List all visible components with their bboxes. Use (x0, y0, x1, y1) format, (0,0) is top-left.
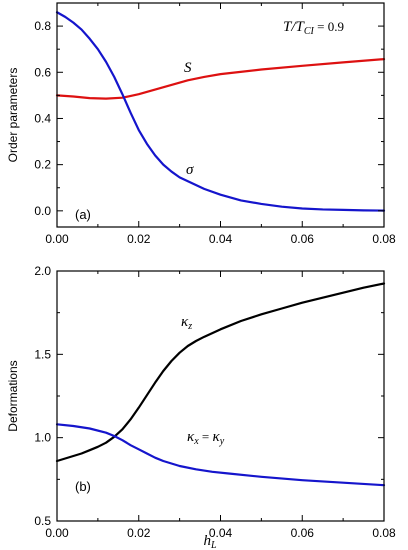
panel-b-y-tick-label-2: 1.5 (34, 347, 51, 361)
panel-a-y-tick-label-0: 0.0 (34, 204, 51, 218)
series-label-S: S (184, 60, 192, 76)
x-axis-label-main: h (203, 533, 211, 549)
panel-b-y-tick-label-3: 2.0 (34, 264, 51, 278)
series-label-kappa-z: κz (181, 314, 192, 332)
panel-a-ticks: 0.00 0.02 0.04 0.06 0.08 0.0 0.2 0.4 0.6 0.8 (34, 2, 396, 246)
panel-a-series-line-1 (55, 11, 386, 212)
panel-a-y-tick-label-4: 0.8 (34, 19, 51, 33)
panel-b-ticks: 0.00 0.02 0.04 0.06 0.08 0.5 1.0 1.5 2.0 (34, 264, 396, 540)
temperature-ratio-subscript: CI (304, 26, 315, 37)
panel-a-y-tick-label-3: 0.6 (34, 65, 51, 79)
kappa-y-main: κ (213, 429, 221, 445)
panel-a-curves (55, 11, 386, 212)
series-label-sigma: σ (186, 162, 194, 178)
panel-a-series-line-0 (55, 58, 386, 100)
kappa-y-subscript: y (219, 436, 225, 447)
panel-a-x-tick-label-4: 0.08 (372, 232, 396, 246)
panel-b-x-tick-label-0: 0.00 (45, 526, 69, 540)
panel-a-x-tick-label-2: 0.04 (209, 232, 233, 246)
panel-b-series-line-1 (55, 423, 386, 487)
panel-a-y-axis-label: Order parameters (6, 68, 20, 163)
temperature-ratio-value: = 0.9 (314, 19, 344, 34)
panel-b-y-tick-label-0: 0.5 (34, 514, 51, 528)
panel-b-series-line-0 (55, 282, 386, 463)
panel-a-frame (56, 2, 385, 228)
temperature-annotation: T/TCI = 0.9 (283, 19, 344, 37)
panel-b-x-tick-label-3: 0.06 (291, 526, 315, 540)
panel-a-y-tick-label-2: 0.4 (34, 111, 51, 125)
panel-b-x-tick-label-2: 0.04 (209, 526, 233, 540)
panel-a-x-tick-label-0: 0.00 (45, 232, 69, 246)
x-axis-label: hL (203, 533, 217, 550)
panel-b-deformations: 0.00 0.02 0.04 0.06 0.08 0.5 1.0 1.5 2.0 Deforma… (6, 264, 396, 550)
panel-a-x-tick-label-1: 0.02 (127, 232, 151, 246)
panel-b-x-tick-label-1: 0.02 (127, 526, 151, 540)
kappa-x-main: κ (187, 429, 195, 445)
panel-a-tag: (a) (75, 207, 91, 222)
panel-a-x-tick-label-3: 0.06 (291, 232, 315, 246)
temperature-ratio-label: T/T (283, 19, 306, 35)
panel-b-x-tick-label-4: 0.08 (372, 526, 396, 540)
panel-b-y-axis-label: Deformations (6, 360, 20, 431)
series-label-kappa-x-eq-kappa-y: κx = κy (187, 429, 225, 447)
kappa-z-main: κ (181, 314, 189, 330)
panel-b-tag: (b) (75, 479, 91, 494)
x-axis-label-subscript: L (210, 540, 217, 550)
kappa-equals: = (199, 429, 213, 444)
panel-b-y-tick-label-1: 1.0 (34, 431, 51, 445)
panel-a-order-parameters: 0.00 0.02 0.04 0.06 0.08 0.0 0.2 0.4 0.6 0.8 Orde… (6, 2, 396, 246)
kappa-x-subscript: x (193, 436, 199, 447)
panel-b-frame (56, 270, 385, 522)
panel-a-y-tick-label-1: 0.2 (34, 158, 51, 172)
kappa-z-subscript: z (187, 321, 192, 332)
panel-b-curves (55, 282, 386, 487)
